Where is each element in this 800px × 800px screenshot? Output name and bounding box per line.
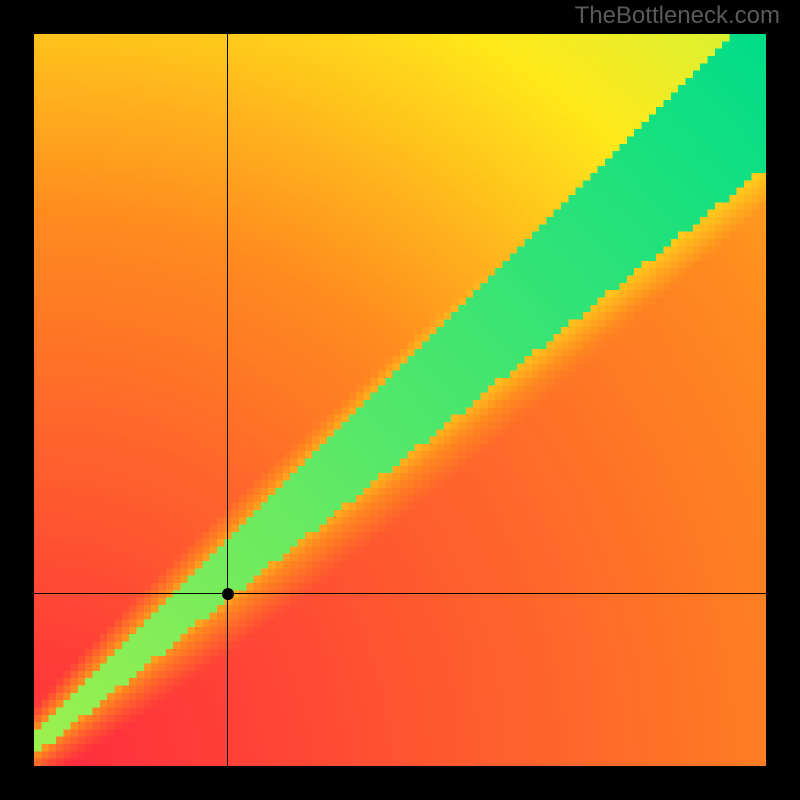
heatmap-plot — [34, 34, 766, 766]
chart-frame: TheBottleneck.com — [0, 0, 800, 800]
attribution-text: TheBottleneck.com — [575, 2, 780, 30]
heatmap-canvas — [34, 34, 766, 766]
